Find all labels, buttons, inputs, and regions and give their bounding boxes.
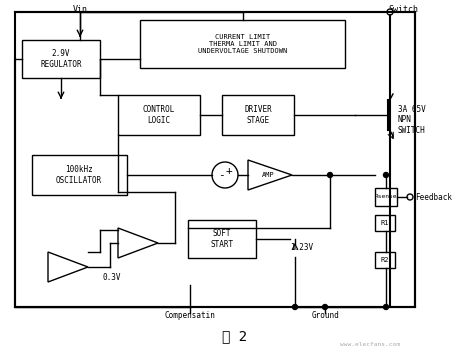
Text: CURRENT LIMIT
THERMA LIMIT AND
UNDERVOLTAGE SHUTDOWN: CURRENT LIMIT THERMA LIMIT AND UNDERVOLT… [198, 34, 288, 54]
Text: 1.23V: 1.23V [290, 244, 313, 252]
Text: 2.9V
REGULATOR: 2.9V REGULATOR [40, 49, 82, 69]
Text: R2: R2 [381, 257, 389, 263]
Bar [222, 95, 294, 135]
Polygon shape [248, 160, 292, 190]
Text: CONTROL
LOGIC: CONTROL LOGIC [143, 105, 175, 125]
Circle shape [384, 172, 389, 178]
Bar [15, 12, 415, 307]
Bar [32, 155, 127, 195]
Bar [118, 95, 200, 135]
Text: R1: R1 [381, 220, 389, 226]
Text: Compensatin: Compensatin [164, 312, 215, 320]
Text: 3A 65V
NPN
SWITCH: 3A 65V NPN SWITCH [398, 105, 426, 135]
Bar [188, 220, 256, 258]
Text: Vin: Vin [72, 5, 87, 14]
Text: 图 2: 图 2 [222, 329, 248, 343]
Bar [22, 40, 100, 78]
Polygon shape [48, 252, 88, 282]
Circle shape [384, 304, 389, 310]
Text: -: - [218, 170, 224, 180]
Circle shape [387, 9, 393, 15]
Text: Rsense: Rsense [375, 194, 397, 200]
Bar [375, 215, 395, 231]
Text: DRIVER
STAGE: DRIVER STAGE [244, 105, 272, 125]
Text: SOFT
START: SOFT START [211, 229, 234, 249]
Bar [375, 252, 395, 268]
Text: 0.3V: 0.3V [103, 274, 121, 282]
Text: www.elecfans.com: www.elecfans.com [340, 342, 400, 347]
Text: 100kHz
OSCILLATOR: 100kHz OSCILLATOR [56, 165, 102, 185]
Circle shape [322, 304, 328, 310]
Text: Ground: Ground [311, 312, 339, 320]
Bar [140, 20, 345, 68]
Circle shape [292, 304, 298, 310]
Circle shape [328, 172, 332, 178]
Text: Switch: Switch [388, 5, 418, 14]
Circle shape [212, 162, 238, 188]
Bar [375, 188, 397, 206]
Text: +: + [226, 166, 232, 176]
Text: Feedback: Feedback [415, 193, 452, 201]
Circle shape [407, 194, 413, 200]
Text: AMP: AMP [262, 172, 274, 178]
Polygon shape [118, 228, 158, 258]
